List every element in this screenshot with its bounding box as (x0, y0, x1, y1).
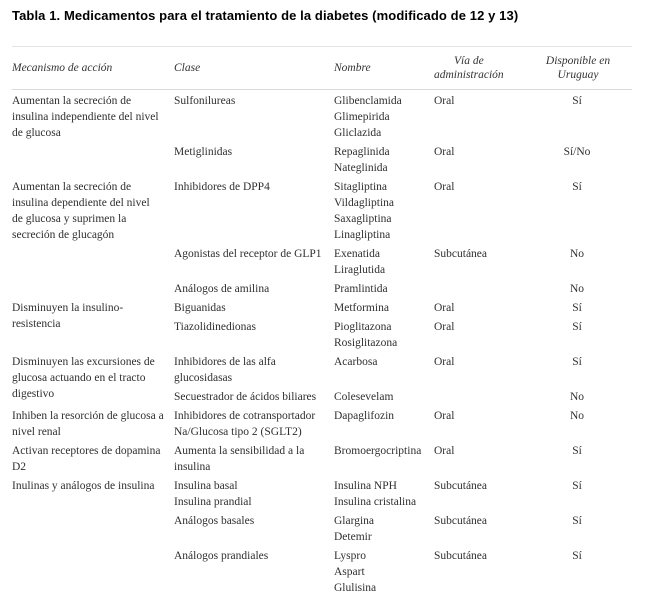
availability-cell: No (569, 410, 585, 422)
class-cell: Análogos prandiales (174, 550, 269, 562)
route-cell (434, 386, 524, 405)
name-cell: Lyspro Aspart Glulisina (334, 550, 377, 594)
availability-cell: Sí (572, 321, 582, 333)
class-cell: Sulfonilureas (174, 95, 236, 107)
class-cell: Análogos de amilina (174, 283, 270, 295)
route-cell: Oral (434, 321, 455, 333)
mechanism-cell: Inulinas y análogos de insulina (12, 480, 155, 492)
mechanism-cell: Activan receptores de dopamina D2 (12, 445, 161, 473)
route-cell: Oral (434, 410, 455, 422)
class-cell: Inhibidores de las alfa glucosidasas (174, 356, 276, 384)
table-row: Aumentan la secreción de insulina indepe… (12, 90, 632, 142)
class-cell: Metiglinidas (174, 146, 233, 158)
route-cell (434, 278, 524, 297)
availability-cell: Sí/No (563, 146, 591, 158)
availability-cell: Sí (572, 480, 582, 492)
availability-cell: Sí (572, 515, 582, 527)
table-row: Disminuyen la insulino- resistencia Bigua… (12, 297, 632, 330)
table-row: Análogos prandiales Lyspro Aspart Glulisi… (12, 545, 632, 596)
availability-cell: Sí (572, 302, 582, 314)
route-cell: Oral (434, 302, 455, 314)
name-cell: Bromoergocriptina (334, 445, 422, 457)
availability-cell: Sí (572, 445, 582, 457)
table-row: Secuestrador de ácidos biliares Colesevel… (12, 386, 632, 405)
table-row: Tiazolidinedionas Pioglitazona Rosiglitaz… (12, 316, 632, 351)
route-cell: Oral (434, 356, 455, 368)
table-header: Mecanismo de acción Clase Nombre Vía de … (12, 46, 632, 90)
column-header-via-label: Vía de administración (434, 55, 504, 81)
table-title: Tabla 1. Medicamentos para el tratamient… (12, 8, 519, 23)
name-cell: Metformina (334, 302, 389, 314)
route-cell: Subcutánea (434, 515, 488, 527)
class-cell: Insulina basal Insulina prandial (174, 480, 252, 508)
availability-cell: No (569, 283, 585, 295)
column-header-via: Vía de administración (434, 46, 524, 90)
name-cell: Dapaglifozin (334, 410, 395, 422)
availability-cell: Sí (572, 95, 582, 107)
column-header-disponible-label: Disponible en Uruguay (545, 55, 611, 81)
medications-table: Mecanismo de acción Clase Nombre Vía de … (12, 46, 632, 596)
class-cell: Secuestrador de ácidos biliares (174, 391, 317, 403)
availability-cell: Sí (572, 550, 582, 562)
table-row: Agonistas del receptor de GLP1 Exenatida … (12, 243, 632, 278)
availability-cell: No (569, 391, 585, 403)
route-cell: Oral (434, 181, 455, 193)
name-cell: Insulina NPH Insulina cristalina (334, 480, 417, 508)
name-cell: Glibenclamida Glimepirida Gliclazida (334, 95, 402, 139)
mechanism-cell: Disminuyen la insulino- resistencia (12, 302, 124, 330)
mechanism-cell: Inhiben la resorción de glucosa a nivel … (12, 410, 164, 438)
table-row: Inhiben la resorción de glucosa a nivel … (12, 405, 632, 440)
availability-cell: Sí (572, 181, 582, 193)
table-row: Análogos basales Glargina Detemir Subcután… (12, 510, 632, 545)
route-cell: Subcutánea (434, 550, 488, 562)
name-cell: Acarbosa (334, 356, 378, 368)
route-cell: Subcutánea (434, 480, 488, 492)
column-header-disponible: Disponible en Uruguay (524, 46, 632, 90)
column-header-nombre: Nombre (334, 46, 434, 90)
class-cell: Biguanidas (174, 302, 226, 314)
route-cell: Oral (434, 146, 455, 158)
column-header-clase: Clase (174, 46, 334, 90)
route-cell: Subcutánea (434, 248, 488, 260)
class-cell: Análogos basales (174, 515, 255, 527)
table-row: Disminuyen las excursiones de glucosa ac… (12, 351, 632, 400)
table-row: Metiglinidas Repaglinida Nateglinida Oral S… (12, 141, 632, 176)
class-cell: Tiazolidinedionas (174, 321, 256, 333)
name-cell: Colesevelam (334, 391, 394, 403)
table-row: Inulinas y análogos de insulina Insulina … (12, 475, 632, 510)
name-cell: Sitagliptina Vildagliptina Saxagliptina … (334, 181, 394, 241)
class-cell: Inhibidores de DPP4 (174, 181, 270, 193)
availability-cell: Sí (572, 356, 582, 368)
name-cell: Pioglitazona Rosiglitazona (334, 321, 398, 349)
class-cell: Aumenta la sensibilidad a la insulina (174, 445, 305, 473)
name-cell: Exenatida Liraglutida (334, 248, 386, 276)
header-row: Mecanismo de acción Clase Nombre Vía de … (12, 46, 632, 90)
class-cell: Agonistas del receptor de GLP1 (174, 248, 322, 260)
column-header-mecanismo: Mecanismo de acción (12, 46, 174, 90)
table-body: Aumentan la secreción de insulina indepe… (12, 90, 632, 597)
table-row: Aumentan la secreción de insulina depend… (12, 176, 632, 243)
table-row: Activan receptores de dopamina D2 Aumenta… (12, 440, 632, 475)
class-cell: Inhibidores de cotransportador Na/Glucos… (174, 410, 316, 438)
mechanism-cell: Aumentan la secreción de insulina indepe… (12, 95, 159, 139)
route-cell: Oral (434, 445, 455, 457)
name-cell: Pramlintida (334, 283, 388, 295)
availability-cell: No (569, 248, 585, 260)
name-cell: Glargina Detemir (334, 515, 375, 543)
table-row: Análogos de amilina Pramlintida No (12, 278, 632, 297)
route-cell: Oral (434, 95, 455, 107)
mechanism-cell: Disminuyen las excursiones de glucosa ac… (12, 356, 155, 400)
name-cell: Repaglinida Nateglinida (334, 146, 390, 174)
mechanism-cell: Aumentan la secreción de insulina depend… (12, 181, 150, 241)
